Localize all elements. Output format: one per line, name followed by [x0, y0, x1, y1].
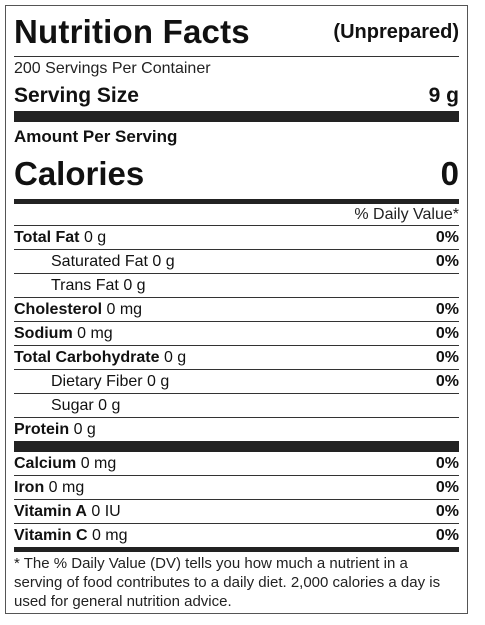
vitamin-name: Calcium [14, 454, 77, 472]
label-subtitle: (Unprepared) [333, 20, 459, 43]
daily-value-header: % Daily Value* [354, 206, 459, 223]
nutrient-amount: 0 g [123, 276, 146, 294]
nutrient-name: Saturated Fat [51, 252, 148, 270]
nutrient-amount: 0 g [147, 372, 170, 390]
vitamin-dv: 0% [435, 526, 459, 544]
nutrient-name: Dietary Fiber [51, 372, 143, 390]
vitamin-name: Iron [14, 478, 45, 496]
nutrient-name: Cholesterol [14, 300, 103, 318]
nutrient-row-protein: Protein 0 g [14, 417, 459, 441]
nutrient-name: Sugar [51, 396, 94, 414]
nutrient-name: Trans Fat [51, 276, 119, 294]
amount-per-serving: Amount Per Serving [14, 127, 178, 146]
nutrient-dv: 0% [435, 300, 459, 318]
nutrient-amount: 0 g [73, 420, 96, 438]
nutrient-dv: 0% [435, 252, 459, 270]
vitamin-row-vitamin-c: Vitamin C 0 mg 0% [14, 523, 459, 547]
nutrient-row-trans-fat: Trans Fat 0 g [14, 273, 459, 297]
vitamin-row-iron: Iron 0 mg 0% [14, 475, 459, 499]
vitamin-amount: 0 mg [80, 454, 117, 472]
nutrient-row-total-fat: Total Fat 0 g 0% [14, 225, 459, 249]
label-title: Nutrition Facts [14, 13, 250, 50]
nutrient-name: Sodium [14, 324, 73, 342]
vitamin-name: Vitamin A [14, 502, 87, 520]
divider [14, 56, 459, 57]
nutrition-facts-label: Nutrition Facts (Unprepared) 200 Serving… [5, 5, 468, 614]
nutrient-amount: 0 g [83, 228, 107, 246]
nutrient-row-sugar: Sugar 0 g [14, 393, 459, 417]
nutrient-row-sodium: Sodium 0 mg 0% [14, 321, 459, 345]
servings-per-container: 200 Servings Per Container [14, 60, 211, 77]
nutrient-amount: 0 mg [106, 300, 143, 318]
nutrient-row-saturated-fat: Saturated Fat 0 g 0% [14, 249, 459, 273]
serving-size-row: Serving Size 9 g [14, 81, 459, 111]
vitamin-dv: 0% [435, 478, 459, 496]
footnote: * The % Daily Value (DV) tells you how m… [14, 555, 441, 610]
vitamin-row-vitamin-a: Vitamin A 0 IU 0% [14, 499, 459, 523]
calories-value: 0 [440, 155, 459, 192]
nutrient-row-cholesterol: Cholesterol 0 mg 0% [14, 297, 459, 321]
title-row: Nutrition Facts (Unprepared) [14, 8, 459, 56]
serving-size-label: Serving Size [14, 84, 139, 107]
nutrient-amount: 0 g [152, 252, 175, 270]
nutrient-amount: 0 g [163, 348, 187, 366]
nutrient-amount: 0 g [98, 396, 121, 414]
serving-size-value: 9 g [428, 84, 459, 107]
vitamin-amount: 0 mg [91, 526, 128, 544]
vitamin-name: Vitamin C [14, 526, 88, 544]
vitamin-amount: 0 mg [48, 478, 85, 496]
medium-divider [14, 199, 459, 204]
nutrient-amount: 0 mg [77, 324, 113, 342]
thick-divider [14, 111, 459, 122]
vitamin-dv: 0% [435, 502, 459, 520]
nutrient-name: Total Carbohydrate [14, 348, 160, 366]
nutrient-row-total-carbohydrate: Total Carbohydrate 0 g 0% [14, 345, 459, 369]
nutrient-dv: 0% [435, 324, 459, 342]
calories-row: Calories 0 [14, 149, 459, 199]
nutrient-name: Protein [14, 420, 70, 438]
nutrient-dv: 0% [435, 228, 459, 246]
medium-divider [14, 547, 459, 552]
vitamin-row-calcium: Calcium 0 mg 0% [14, 452, 459, 475]
vitamin-dv: 0% [435, 454, 459, 472]
nutrient-name: Total Fat [14, 228, 80, 246]
nutrient-dv: 0% [435, 372, 459, 390]
calories-label: Calories [14, 155, 145, 192]
vitamin-amount: 0 IU [91, 502, 121, 520]
nutrient-dv: 0% [435, 348, 459, 366]
thick-divider [14, 441, 459, 452]
nutrient-row-dietary-fiber: Dietary Fiber 0 g 0% [14, 369, 459, 393]
